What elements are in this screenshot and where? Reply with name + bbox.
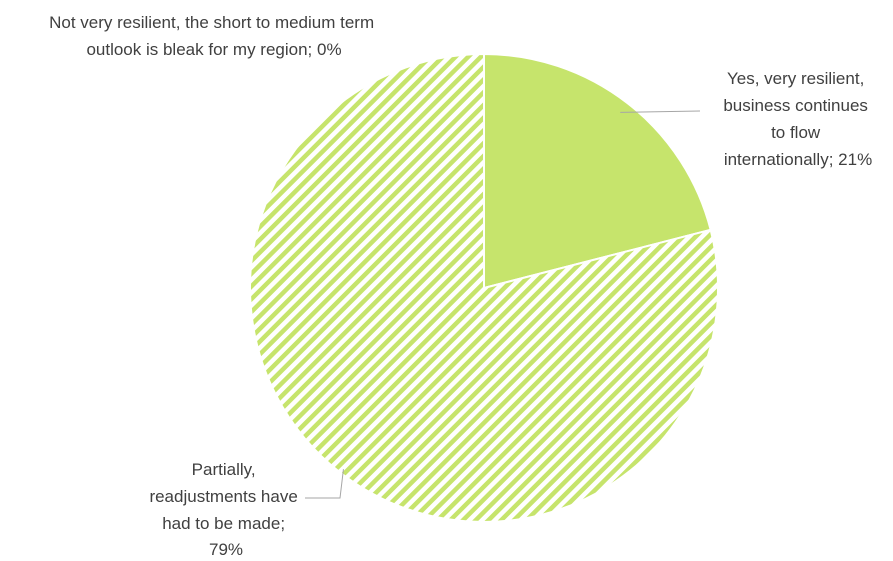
leader-line-partially-readjustments-have-had-to-be-m	[305, 469, 344, 499]
slice-label-line: Not very resilient, the short to medium …	[49, 13, 374, 32]
slice-label-line: internationally; 21%	[724, 150, 872, 169]
slice-label-line: 79%	[209, 540, 243, 559]
slice-label-line: outlook is bleak for my region; 0%	[86, 40, 341, 59]
pie-slice-partially-readjustments-have-had-to-be-m	[249, 52, 719, 523]
pie-slices	[249, 52, 719, 523]
slice-label-line: had to be made;	[162, 514, 285, 533]
slice-label-line: business continues	[723, 96, 868, 115]
slice-label-line: readjustments have	[149, 487, 297, 506]
slice-label-partially: Partially, readjustments have had to be …	[149, 460, 302, 559]
leader-lines	[305, 110, 701, 499]
leader-line-yes-very-resilient-business-continues-to	[620, 110, 701, 113]
slice-label-line: to flow	[771, 123, 821, 142]
slice-label-yes-very-resilient: Yes, very resilient, business continues …	[723, 69, 872, 169]
pie-slice-yes-very-resilient-business-continues-to	[483, 52, 712, 290]
slice-label-not-very-resilient: Not very resilient, the short to medium …	[49, 13, 379, 59]
slice-label-line: Yes, very resilient,	[727, 69, 864, 88]
slice-label-line: Partially,	[192, 460, 256, 479]
